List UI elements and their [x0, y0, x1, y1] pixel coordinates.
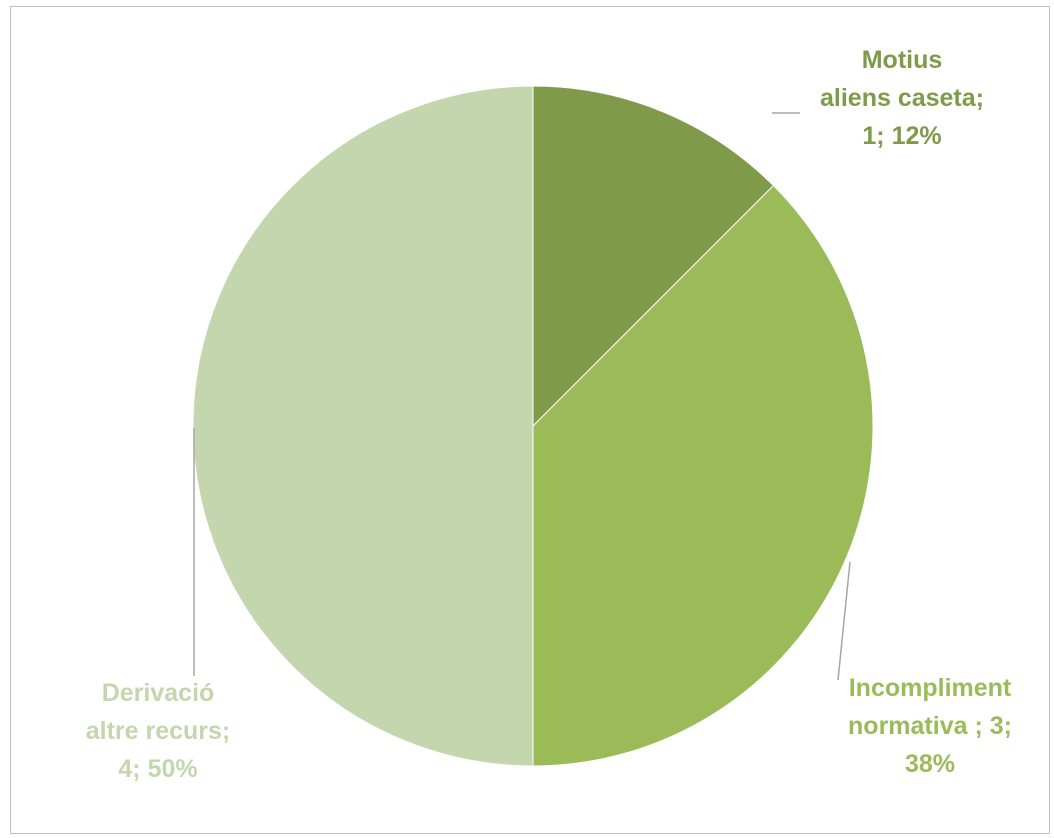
slice-label-line: normativa ; 3;	[848, 712, 1012, 740]
pie-slice-3	[192, 85, 534, 767]
slice-label-1: Motius aliens caseta; 1; 12%	[820, 46, 984, 150]
pie-slice-2	[532, 184, 874, 767]
leader-lines	[193, 112, 851, 681]
slice-label-3: Derivació altre recurs; 4; 50%	[86, 679, 231, 783]
slice-label-line: Motius	[862, 46, 943, 74]
leader-line-2	[837, 561, 851, 681]
pie-slice-1	[532, 85, 775, 428]
slice-label-line: altre recurs;	[86, 717, 231, 745]
slice-label-2: Incompliment normativa ; 3; 38%	[848, 674, 1012, 778]
slice-label-line: 1; 12%	[862, 122, 941, 150]
slice-label-line: Incompliment	[849, 674, 1012, 702]
slice-labels: Motius aliens caseta; 1; 12% Incompliment no…	[86, 46, 1012, 783]
slice-label-line: Derivació	[102, 679, 215, 707]
slice-label-line: 38%	[905, 750, 955, 778]
pie-slices	[192, 85, 874, 767]
slice-label-line: aliens caseta;	[820, 84, 984, 112]
slice-label-line: 4; 50%	[118, 755, 197, 783]
